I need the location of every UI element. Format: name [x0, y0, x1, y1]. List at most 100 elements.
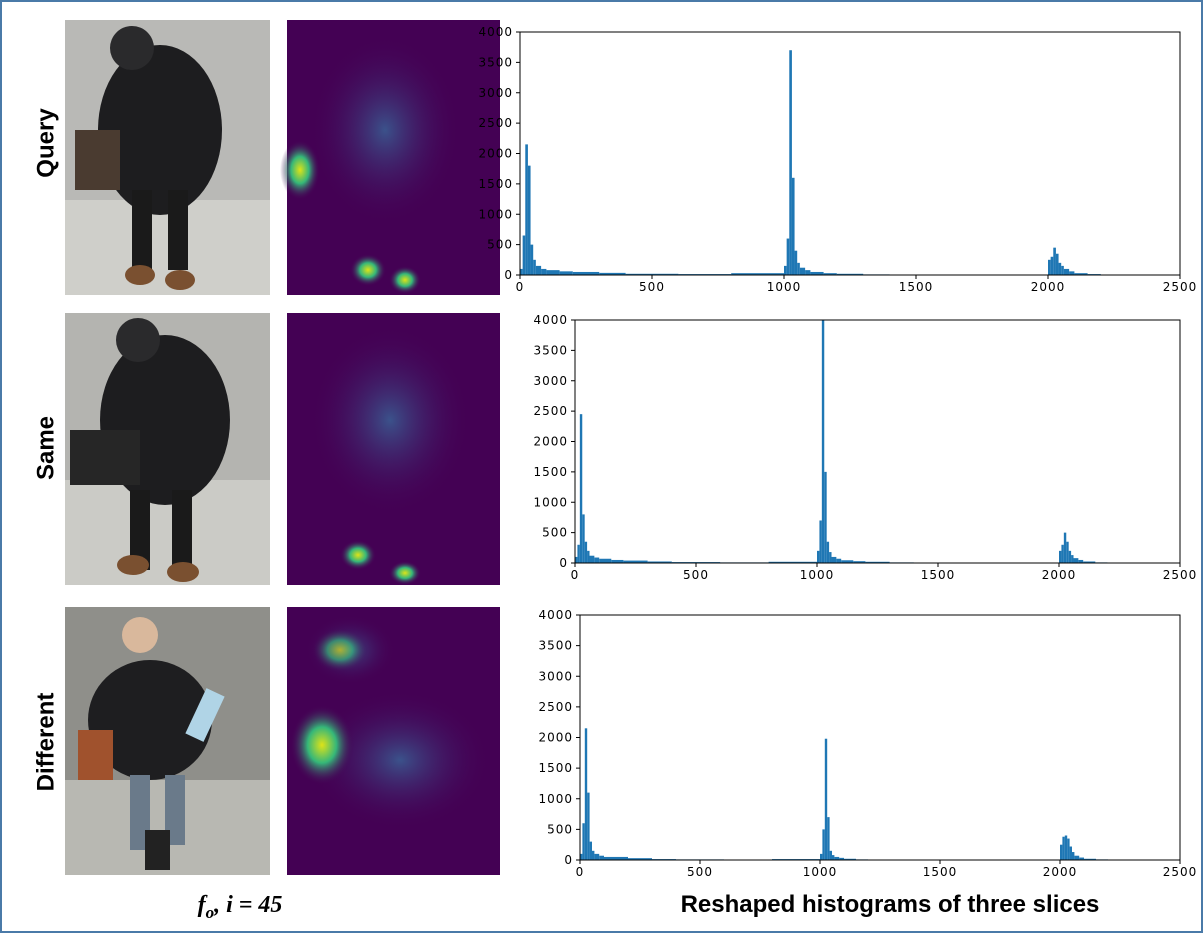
histogram-bar: [546, 270, 560, 275]
histogram-bar: [1059, 550, 1062, 563]
x-tick-label: 500: [639, 280, 665, 294]
histogram-bar: [592, 850, 595, 860]
histogram-bar: [522, 235, 526, 275]
row-label: Query: [32, 108, 59, 178]
row-label: Same: [32, 416, 59, 480]
x-tick-label: 1500: [923, 865, 958, 879]
histogram-bar: [832, 855, 835, 860]
histogram-bar: [821, 320, 825, 563]
y-tick-label: 1000: [538, 792, 573, 806]
histogram-bar: [582, 823, 585, 860]
histogram-bar: [1055, 253, 1059, 275]
x-tick-label: 2500: [1163, 568, 1198, 582]
histogram-bar: [829, 850, 832, 860]
histogram-bar: [1050, 256, 1054, 275]
histogram-bar: [580, 853, 583, 860]
histogram-bar: [819, 520, 822, 563]
histogram-bar: [1084, 858, 1096, 860]
histogram-bar: [1063, 268, 1070, 275]
histogram-bar: [1072, 852, 1075, 860]
histogram-bar: [616, 856, 628, 860]
x-tick-label: 2500: [1163, 280, 1198, 294]
histogram-bar: [853, 561, 866, 563]
histogram-bar: [824, 738, 828, 860]
histogram-bar: [1074, 273, 1088, 275]
histogram-bar: [589, 555, 595, 563]
histogram-bar: [589, 841, 592, 860]
y-tick-label: 4000: [478, 25, 513, 39]
y-tick-label: 2000: [533, 435, 568, 449]
caption-subscript: o: [206, 903, 215, 922]
x-tick-label: 2000: [1042, 568, 1077, 582]
y-tick-label: 1500: [538, 761, 573, 775]
histogram-bar: [623, 560, 648, 563]
x-tick-label: 0: [571, 568, 580, 582]
histogram-bar: [791, 177, 795, 275]
caption-symbol: f: [198, 892, 208, 918]
heatmap-same: [287, 313, 500, 585]
axes-frame: [579, 614, 1181, 861]
histogram-bar: [1067, 838, 1070, 860]
histogram-bar: [625, 273, 679, 275]
y-tick-label: 0: [504, 268, 513, 282]
histogram-bar: [579, 414, 583, 563]
histogram-bar: [594, 853, 600, 860]
photo-same: [65, 313, 270, 585]
y-tick-label: 4000: [533, 313, 568, 327]
histogram-bar: [836, 273, 864, 275]
histogram-bar: [575, 556, 578, 563]
histogram-bar: [1062, 836, 1065, 860]
histogram-bar: [789, 50, 792, 275]
histogram-bar: [520, 268, 523, 275]
histogram-bar: [599, 855, 604, 860]
histogram-bar: [841, 560, 854, 563]
histogram-bar: [628, 858, 652, 860]
histogram-bar: [582, 514, 585, 563]
histogram-bar: [604, 856, 616, 860]
histogram-bar: [836, 558, 842, 563]
y-tick-label: 2000: [538, 731, 573, 745]
histogram-bar: [834, 856, 840, 860]
heatmap-different: [287, 607, 500, 875]
photo-query: [65, 20, 270, 295]
histogram-bar: [824, 471, 827, 563]
histogram-bar: [820, 853, 823, 860]
y-tick-label: 500: [542, 526, 568, 540]
y-tick-label: 1500: [533, 465, 568, 479]
x-tick-label: 2000: [1031, 280, 1066, 294]
y-tick-label: 3500: [538, 639, 573, 653]
x-tick-label: 500: [687, 865, 713, 879]
histogram-bar: [839, 857, 844, 860]
histogram-bar: [1064, 835, 1068, 860]
histogram-bar: [827, 817, 830, 860]
histogram-bar: [786, 238, 790, 275]
histogram-bar: [587, 792, 590, 860]
histogram-bar: [823, 273, 837, 275]
histogram-bar: [577, 544, 580, 563]
caption-rest: , i = 45: [213, 892, 282, 918]
histogram-bar: [831, 556, 837, 563]
histogram-bar: [584, 728, 588, 860]
histogram-bar: [1066, 541, 1069, 563]
histogram-bar: [799, 267, 806, 275]
x-tick-label: 1000: [800, 568, 835, 582]
y-tick-label: 2500: [478, 116, 513, 130]
y-tick-label: 500: [547, 822, 573, 836]
histogram-bar: [1068, 550, 1072, 563]
caption-left: fo, i = 45: [198, 892, 283, 922]
heatmap-query: [280, 20, 500, 295]
histogram-bar: [1069, 846, 1072, 860]
x-tick-label: 0: [576, 865, 585, 879]
histogram-bar: [1048, 259, 1051, 275]
histogram-bar: [731, 273, 784, 275]
y-tick-label: 2500: [538, 700, 573, 714]
row-label: Different: [32, 693, 59, 792]
histogram-bar: [541, 268, 547, 275]
axes-frame: [519, 31, 1181, 276]
y-tick-label: 1500: [478, 177, 513, 191]
histogram-bar: [647, 561, 672, 563]
y-tick-label: 0: [559, 556, 568, 570]
y-tick-label: 1000: [478, 207, 513, 221]
x-tick-label: 1500: [921, 568, 956, 582]
